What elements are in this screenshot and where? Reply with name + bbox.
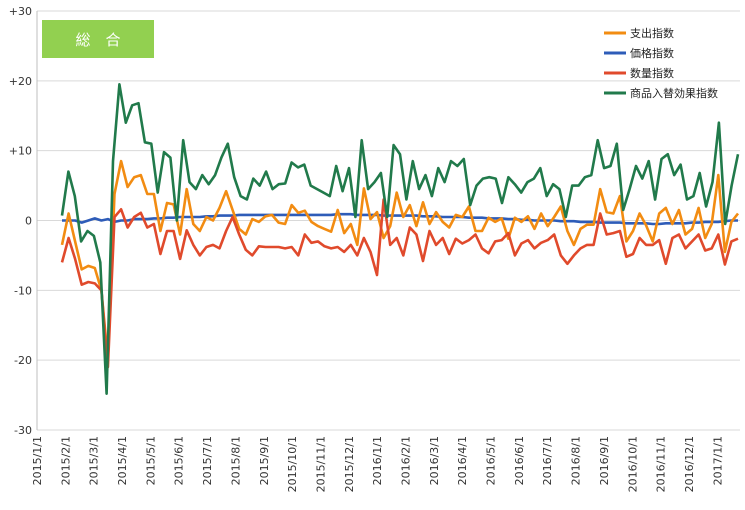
y-tick-label: -20 (14, 354, 32, 367)
x-tick-label: 2015/12/1 (343, 436, 356, 492)
x-tick-label: 2015/3/1 (88, 436, 101, 485)
series-line-2 (60, 198, 739, 369)
x-tick-label: 2016/6/1 (513, 436, 526, 485)
series-line-0 (60, 159, 740, 362)
y-tick-labels: +30 +20 +10 0 -10 -20 -30 (9, 5, 32, 437)
x-tick-label: 2015/11/1 (314, 436, 327, 492)
legend-label-quantity: 数量指数 (630, 66, 674, 80)
x-tick-label: 2016/2/1 (400, 436, 413, 485)
legend: 支出指数 価格指数 数量指数 商品入替効果指数 (604, 26, 718, 100)
legend-label-expenditure: 支出指数 (630, 26, 674, 40)
x-tick-label: 2015/4/1 (116, 436, 129, 485)
legend-item-expenditure: 支出指数 (604, 26, 674, 40)
x-tick-label: 2015/5/1 (144, 436, 157, 485)
x-tick-label: 2016/5/1 (485, 436, 498, 485)
x-tick-label: 2016/7/1 (541, 436, 554, 485)
x-tick-label: 2016/3/1 (428, 436, 441, 485)
y-tick-label: -10 (14, 284, 32, 297)
x-tick-label: 2016/10/1 (626, 436, 639, 492)
series-line-1 (62, 212, 738, 226)
series-line-3 (60, 83, 740, 396)
y-tick-label: -30 (14, 424, 32, 437)
x-tick-label: 2015/2/1 (59, 436, 72, 485)
y-tick-label: +30 (9, 5, 32, 18)
x-tick-label: 2016/4/1 (456, 436, 469, 485)
series-lines (60, 83, 740, 396)
x-tick-label: 2016/1/1 (371, 436, 384, 485)
x-tick-label: 2015/10/1 (286, 436, 299, 492)
y-tick-label: +10 (9, 145, 32, 158)
x-tick-label: 2016/12/1 (683, 436, 696, 492)
x-tick-label: 2016/11/1 (655, 436, 668, 492)
x-tick-label: 2015/8/1 (229, 436, 242, 485)
x-tick-label: 2015/9/1 (258, 436, 271, 485)
y-tick-label: +20 (9, 75, 32, 88)
x-tick-label: 2016/9/1 (598, 436, 611, 485)
x-tick-label: 2016/8/1 (570, 436, 583, 485)
y-tick-label: 0 (25, 215, 32, 228)
overall-badge: 総 合 (42, 20, 154, 58)
x-tick-label: 2015/6/1 (173, 436, 186, 485)
legend-item-product-replacement: 商品入替効果指数 (604, 86, 718, 100)
legend-label-product-replacement: 商品入替効果指数 (630, 86, 718, 100)
legend-label-price: 価格指数 (630, 46, 674, 60)
gridlines (37, 10, 740, 431)
x-tick-label: 2015/1/1 (31, 436, 44, 485)
x-tick-label: 2015/7/1 (201, 436, 214, 485)
x-tick-label: 2017/1/1 (711, 436, 724, 485)
x-tick-labels: 2015/1/1 2015/2/1 2015/3/1 2015/4/1 2015/5/1… (31, 436, 724, 492)
legend-item-quantity: 数量指数 (604, 66, 674, 80)
legend-item-price: 価格指数 (604, 46, 674, 60)
